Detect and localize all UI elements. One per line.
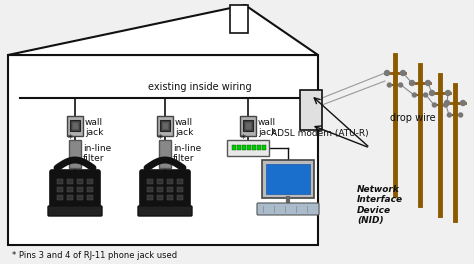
Bar (157, 116, 173, 136)
FancyBboxPatch shape (138, 206, 192, 216)
Circle shape (410, 81, 414, 86)
Bar (242, 145, 246, 150)
Bar (67, 187, 73, 192)
Bar (237, 145, 241, 150)
Text: *: * (241, 134, 246, 144)
Circle shape (461, 101, 465, 106)
Bar (87, 187, 93, 192)
Bar (247, 145, 251, 150)
Bar (147, 179, 153, 184)
Text: * Pins 3 and 4 of RJ-11 phone jack used: * Pins 3 and 4 of RJ-11 phone jack used (12, 251, 177, 260)
Polygon shape (8, 5, 318, 55)
Text: *: * (68, 134, 73, 144)
Circle shape (424, 93, 428, 97)
Text: *: * (158, 134, 163, 144)
Bar (160, 120, 170, 131)
Bar (87, 179, 93, 184)
Bar (167, 195, 173, 200)
Circle shape (426, 81, 430, 86)
Bar (147, 187, 153, 192)
Bar (57, 179, 63, 184)
Bar (257, 145, 261, 150)
Bar (57, 195, 63, 200)
Text: drop wire: drop wire (390, 113, 436, 123)
Bar (177, 195, 183, 200)
Circle shape (459, 113, 463, 117)
Bar (157, 187, 163, 192)
Bar (243, 120, 253, 131)
Bar (240, 116, 256, 136)
Bar (70, 120, 80, 131)
Bar (147, 195, 153, 200)
Bar (72, 122, 78, 129)
Bar (67, 179, 73, 184)
Bar (77, 179, 83, 184)
Bar (262, 145, 266, 150)
Bar (167, 179, 173, 184)
Bar (67, 116, 83, 136)
Circle shape (387, 83, 392, 87)
Bar (159, 140, 171, 168)
Bar (177, 187, 183, 192)
Text: in-line
filter: in-line filter (83, 144, 111, 163)
Bar (77, 187, 83, 192)
Bar (266, 164, 310, 194)
FancyBboxPatch shape (48, 206, 102, 216)
Bar (262, 160, 314, 198)
Bar (252, 145, 256, 150)
FancyBboxPatch shape (50, 170, 100, 209)
Bar (167, 187, 173, 192)
FancyBboxPatch shape (140, 170, 190, 209)
Bar (77, 195, 83, 200)
Text: Network
Interface
Device
(NID): Network Interface Device (NID) (357, 185, 403, 225)
Circle shape (429, 91, 435, 96)
Circle shape (447, 113, 451, 117)
Bar (57, 187, 63, 192)
Circle shape (412, 93, 416, 97)
Circle shape (432, 103, 437, 107)
Text: wall
jack: wall jack (175, 118, 193, 137)
Circle shape (444, 103, 447, 107)
Bar (177, 179, 183, 184)
Bar (157, 195, 163, 200)
Bar (162, 122, 168, 129)
Text: in-line
filter: in-line filter (173, 144, 201, 163)
Text: ADSL modem (ATU-R): ADSL modem (ATU-R) (271, 129, 369, 138)
Circle shape (401, 70, 405, 76)
Circle shape (384, 70, 390, 76)
Bar (87, 195, 93, 200)
Bar (69, 140, 81, 168)
Text: existing inside wiring: existing inside wiring (148, 82, 252, 92)
Bar (157, 179, 163, 184)
Bar (245, 122, 251, 129)
Bar (232, 145, 236, 150)
Bar (227, 140, 269, 156)
Circle shape (399, 83, 402, 87)
Bar (230, 5, 248, 33)
Text: wall
jack: wall jack (85, 118, 103, 137)
Text: wall
jack: wall jack (258, 118, 276, 137)
Circle shape (446, 91, 450, 96)
Circle shape (445, 101, 449, 106)
Bar (8, 55, 318, 245)
Bar (300, 90, 322, 130)
FancyBboxPatch shape (257, 203, 319, 215)
Bar (67, 195, 73, 200)
